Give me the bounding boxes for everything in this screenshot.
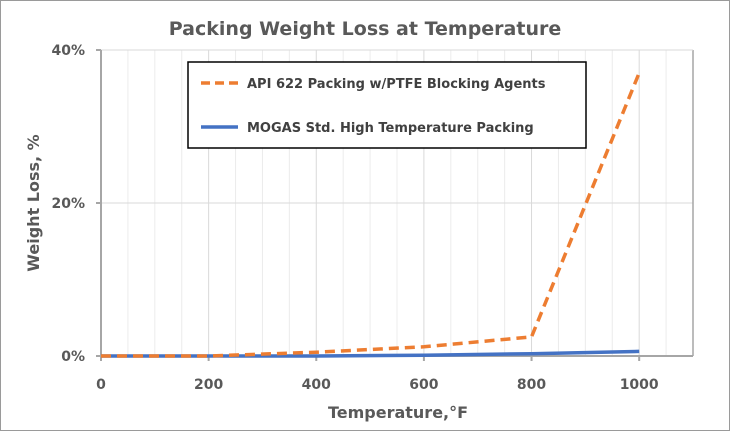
x-tick-label: 400	[302, 377, 331, 393]
legend: API 622 Packing w/PTFE Blocking Agents MO…	[187, 61, 587, 149]
legend-label-1: MOGAS Std. High Temperature Packing	[247, 121, 534, 136]
series-layer	[100, 72, 641, 358]
x-tick-label: 0	[96, 377, 106, 393]
chart-title: Packing Weight Loss at Temperature	[169, 18, 561, 40]
x-tick-label: 600	[409, 377, 438, 393]
x-tick-label: 800	[517, 377, 546, 393]
x-tick-label: 1000	[620, 377, 659, 393]
y-tick-label: 40%	[51, 43, 85, 59]
x-axis-label: Temperature,°F	[328, 403, 468, 422]
series-line-0	[101, 72, 641, 358]
y-axis-label: Weight Loss, %	[24, 134, 43, 271]
legend-box	[187, 61, 587, 149]
legend-label-0: API 622 Packing w/PTFE Blocking Agents	[247, 77, 546, 92]
x-tick-label: 200	[194, 377, 223, 393]
y-tick-label: 0%	[61, 349, 85, 365]
y-tick-label: 20%	[51, 196, 85, 212]
tick-labels: 0% 20% 40% 0 200 400 600 800 1000	[51, 43, 658, 393]
